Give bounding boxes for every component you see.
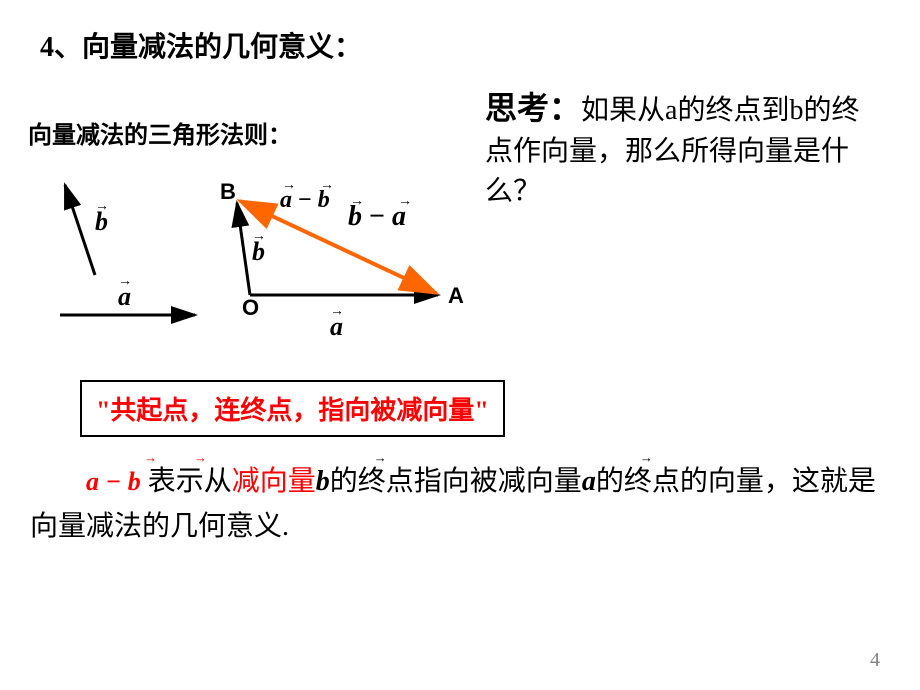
rule-box: "共起点，连终点，指向被减向量" [80,380,505,437]
svg-text:→: → [118,274,132,289]
point-O: O [242,295,259,320]
expr-b: b [316,466,330,497]
expl-p4: 的终点的向量， [596,466,792,497]
expl-p3: 的终点指向被减向量 [330,466,582,497]
svg-text:b − a: b − a [348,201,406,232]
diagram-right: O A B a → b → → → a − b → → b − a [220,175,480,355]
point-B: B [220,179,236,204]
think-label: 思考： [485,90,581,126]
a-minus-b-label: → → a − b [280,178,334,213]
section-title: 4、向量减法的几何意义： [40,25,362,65]
page-number: 4 [870,649,880,672]
diagram-left: b → a → [40,175,210,335]
explanation-text: → → a − b 表示从减向量→b的终点指向被减向量→a的终点的向量，这就是向… [30,460,900,550]
point-A: A [448,283,464,308]
svg-text:→: → [95,199,109,214]
svg-text:→: → [330,304,344,319]
expl-p2: 减向量 [232,466,316,497]
svg-text:→: → [252,229,266,244]
expl-p1: 表示从 [148,466,232,497]
subtitle: 向量减法的三角形法则： [28,115,292,150]
svg-text:a − b: a − b [280,187,330,213]
expr-a-minus-b: a − b [86,467,141,496]
think-block: 思考：如果从a的终点到b的终点作向量，那么所得向量是什么？ [485,85,885,213]
expr-a: a [582,466,596,497]
b-minus-a-label: → → b − a [348,194,412,232]
